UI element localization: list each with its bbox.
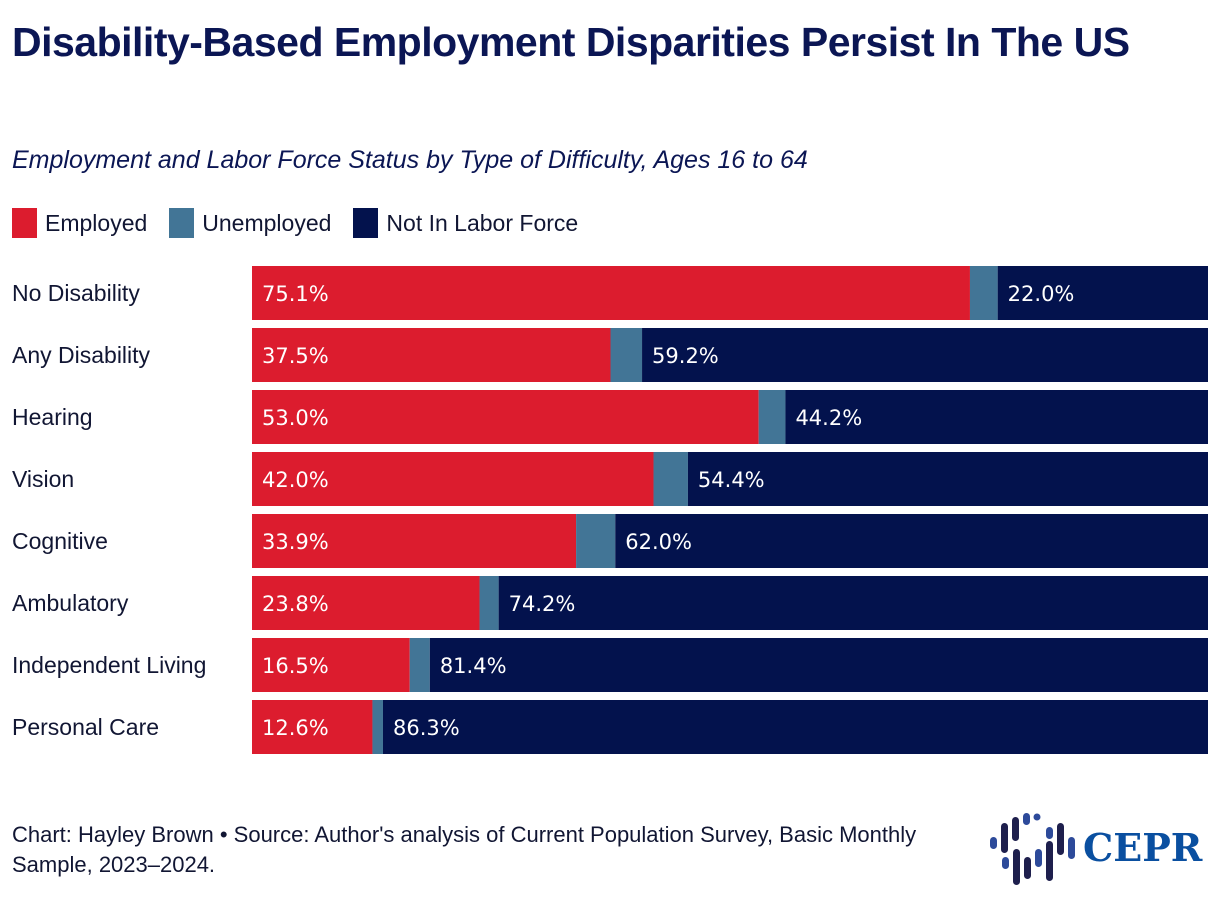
- bar-not-in-labor-force: [382, 700, 1208, 754]
- data-label-employed: 53.0%: [262, 406, 329, 430]
- bar-employed: [252, 328, 611, 382]
- bar-unemployed: [576, 514, 616, 568]
- bar-unemployed: [610, 328, 643, 382]
- cepr-logo: CEPR: [990, 813, 1203, 885]
- legend-label: Unemployed: [202, 209, 332, 236]
- bar-not-in-labor-force: [687, 452, 1208, 506]
- category-label: Ambulatory: [12, 590, 129, 616]
- bar-unemployed: [409, 638, 430, 692]
- category-label: Personal Care: [12, 714, 159, 740]
- data-label-not-in-labor-force: 22.0%: [1008, 282, 1075, 306]
- legend-swatch-employed: [12, 208, 37, 238]
- bar-unemployed: [479, 576, 499, 630]
- bar-not-in-labor-force: [997, 266, 1208, 320]
- bar-not-in-labor-force: [429, 638, 1208, 692]
- category-label: Hearing: [12, 404, 93, 430]
- bar-unemployed: [372, 700, 383, 754]
- bar-unemployed: [758, 390, 786, 444]
- legend-label: Not In Labor Force: [386, 209, 579, 236]
- bar-row-personal-care: Personal Care 12.6% 86.3%: [12, 700, 1208, 754]
- source-note: Chart: Hayley Brown • Source: Author's a…: [12, 822, 917, 877]
- category-label: Vision: [12, 466, 74, 492]
- data-label-employed: 12.6%: [262, 716, 329, 740]
- bar-row-cognitive: Cognitive 33.9% 62.0%: [12, 514, 1208, 568]
- chart-subtitle: Employment and Labor Force Status by Typ…: [12, 146, 808, 174]
- data-label-employed: 42.0%: [262, 468, 329, 492]
- data-label-not-in-labor-force: 86.3%: [393, 716, 460, 740]
- bar-row-no-disability: No Disability 75.1% 22.0%: [12, 266, 1208, 320]
- bar-employed: [252, 266, 970, 320]
- data-label-employed: 16.5%: [262, 654, 329, 678]
- bar-row-ambulatory: Ambulatory 23.8% 74.2%: [12, 576, 1208, 630]
- legend-item-employed: Employed: [12, 208, 147, 238]
- bar-employed: [252, 390, 759, 444]
- data-label-not-in-labor-force: 59.2%: [652, 344, 719, 368]
- chart-title: Disability-Based Employment Disparities …: [12, 19, 1130, 65]
- legend-swatch-not-in-labor-force: [353, 208, 379, 238]
- bar-row-vision: Vision 42.0% 54.4%: [12, 452, 1208, 506]
- bar-not-in-labor-force: [642, 328, 1208, 382]
- legend-label: Employed: [45, 209, 148, 236]
- stacked-bar-chart: No Disability 75.1% 22.0% Any Disability 37.…: [12, 266, 1208, 754]
- category-label: No Disability: [12, 280, 140, 306]
- data-label-not-in-labor-force: 74.2%: [509, 592, 576, 616]
- bar-not-in-labor-force: [785, 390, 1208, 444]
- bar-row-independent-living: Independent Living 16.5% 81.4%: [12, 638, 1208, 692]
- category-label: Any Disability: [12, 342, 151, 368]
- legend-item-unemployed: Unemployed: [169, 208, 331, 238]
- category-label: Independent Living: [12, 652, 206, 678]
- data-label-not-in-labor-force: 44.2%: [795, 406, 862, 430]
- legend-swatch-unemployed: [169, 208, 195, 238]
- data-label-not-in-labor-force: 81.4%: [440, 654, 507, 678]
- bar-not-in-labor-force: [615, 514, 1208, 568]
- bar-employed: [252, 576, 480, 630]
- data-label-not-in-labor-force: 62.0%: [625, 530, 692, 554]
- cepr-logo-icon: [990, 813, 1075, 885]
- data-label-employed: 23.8%: [262, 592, 329, 616]
- bar-row-hearing: Hearing 53.0% 44.2%: [12, 390, 1208, 444]
- logo-text: CEPR: [1083, 825, 1203, 870]
- data-label-not-in-labor-force: 54.4%: [698, 468, 765, 492]
- bar-not-in-labor-force: [498, 576, 1208, 630]
- bar-unemployed: [653, 452, 688, 506]
- data-label-employed: 75.1%: [262, 282, 329, 306]
- data-label-employed: 37.5%: [262, 344, 329, 368]
- bar-employed: [252, 700, 373, 754]
- bar-row-any-disability: Any Disability 37.5% 59.2%: [12, 328, 1208, 382]
- data-label-employed: 33.9%: [262, 530, 329, 554]
- bar-employed: [252, 452, 654, 506]
- bar-employed: [252, 638, 410, 692]
- category-label: Cognitive: [12, 528, 108, 554]
- bar-employed: [252, 514, 577, 568]
- legend: Employed Unemployed Not In Labor Force: [12, 208, 600, 238]
- bar-unemployed: [969, 266, 998, 320]
- legend-item-not-in-labor-force: Not In Labor Force: [353, 208, 578, 238]
